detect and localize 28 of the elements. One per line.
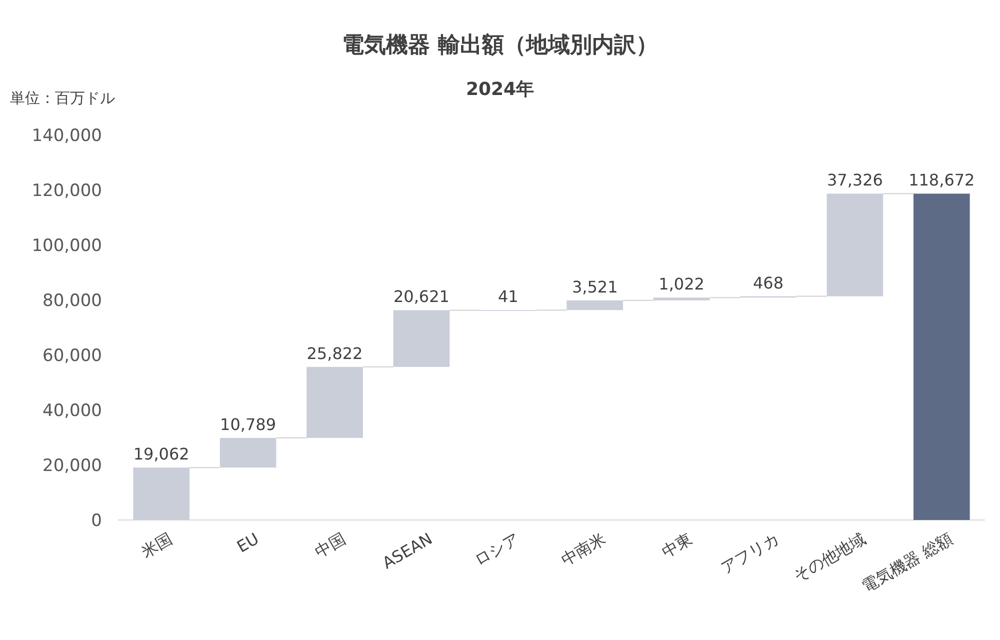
data-label: 37,326 — [826, 170, 883, 190]
data-label: 41 — [498, 287, 518, 306]
x-tick-label: ロシア — [471, 529, 522, 570]
data-label: 3,521 — [572, 277, 618, 296]
x-tick-label: 中東 — [658, 529, 696, 562]
data-label: 468 — [752, 273, 784, 292]
x-tick-label: 中国 — [312, 529, 349, 562]
x-tick-label: 中南米 — [558, 529, 609, 570]
chart-title: 電気機器 輸出額（地域別内訳） — [342, 33, 658, 58]
data-label: 118,672 — [908, 170, 975, 190]
x-tick-label: EU — [234, 529, 262, 556]
x-tick-label: アフリカ — [717, 529, 782, 578]
data-label: 10,789 — [220, 414, 276, 434]
y-tick-label: 100,000 — [32, 236, 102, 256]
y-tick-label: 20,000 — [42, 456, 102, 476]
y-tick-label: 40,000 — [42, 401, 102, 421]
data-label: 20,621 — [393, 287, 450, 306]
data-label: 1,022 — [658, 274, 704, 294]
data-label: 25,822 — [306, 344, 363, 363]
y-tick-label: 60,000 — [42, 346, 102, 366]
y-tick-label: 80,000 — [42, 291, 102, 311]
y-tick-label: 140,000 — [32, 126, 102, 146]
y-tick-label: 0 — [91, 511, 102, 531]
y-axis-title: 単位：百万ドル — [10, 89, 115, 107]
x-tick-label: 米国 — [138, 529, 176, 562]
data-label: 19,062 — [133, 444, 190, 464]
y-tick-label: 120,000 — [32, 181, 102, 201]
chart-subtitle: 2024年 — [466, 79, 534, 100]
